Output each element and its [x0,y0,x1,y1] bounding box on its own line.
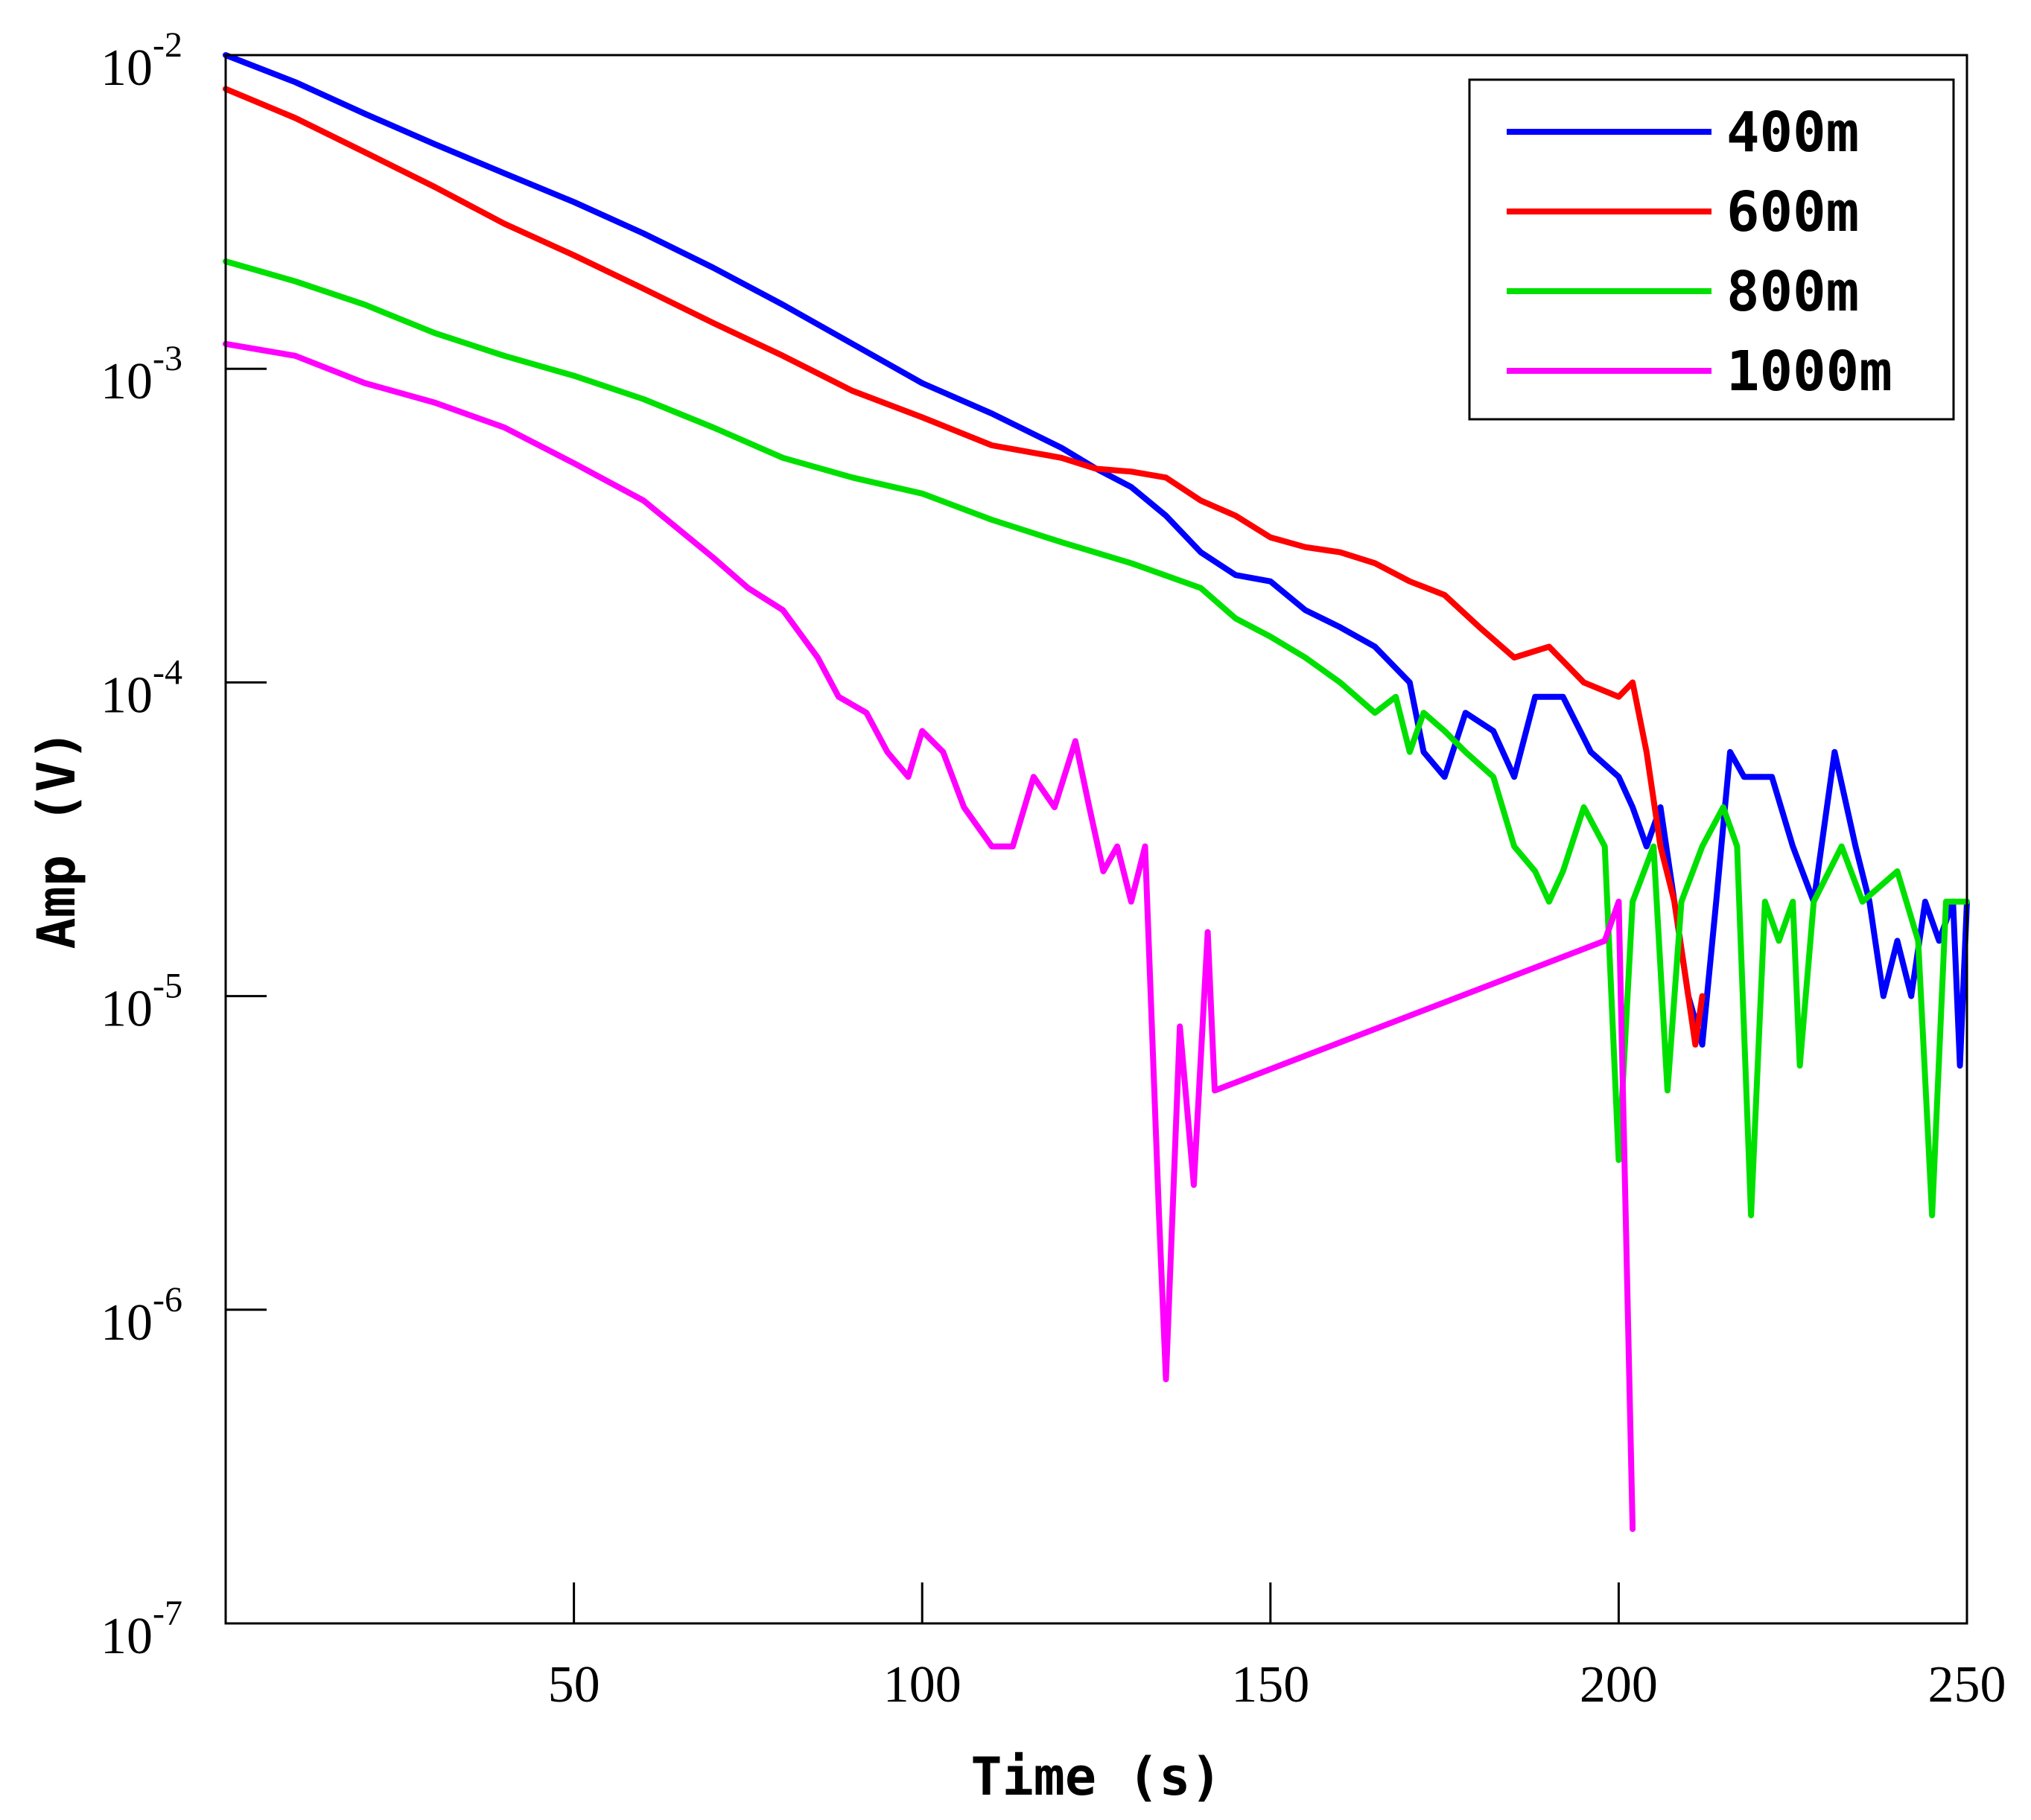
series-line-800m [223,258,1970,1218]
series-line-400m [223,52,1970,1069]
legend-label: 600m [1726,180,1859,244]
y-axis-title: Amp (V) [26,729,87,949]
series-line-600m [223,86,1706,1048]
y-tick-label: 10-2 [101,25,182,97]
series-line-1000m [223,340,1636,1533]
x-tick-label: 100 [883,1656,962,1714]
x-tick-label: 250 [1928,1656,2006,1714]
series-layer [223,52,1970,1533]
x-tick-label: 150 [1231,1656,1309,1714]
y-tick-label: 10-6 [101,1280,182,1352]
plot-frame [224,54,1968,1625]
x-axis-title: Time (s) [970,1746,1221,1807]
x-tick-label: 200 [1580,1656,1658,1714]
legend-box [1468,78,1955,421]
x-tick-label: 50 [548,1656,600,1714]
y-tick-label: 10-3 [101,339,182,410]
y-axis-ticks: 10-2 10-3 10-4 10-5 10-6 10-7 [101,25,267,1665]
legend-label: 800m [1726,260,1859,324]
y-tick-label: 10-4 [101,652,182,724]
legend: 400m 600m 800m 1000m [1468,78,1955,421]
y-tick-label: 10-7 [101,1594,182,1665]
y-tick-label: 10-5 [101,967,182,1038]
legend-label: 1000m [1726,340,1892,404]
x-axis-ticks: 50 100 150 200 250 [548,1582,2006,1714]
legend-label: 400m [1726,101,1859,165]
